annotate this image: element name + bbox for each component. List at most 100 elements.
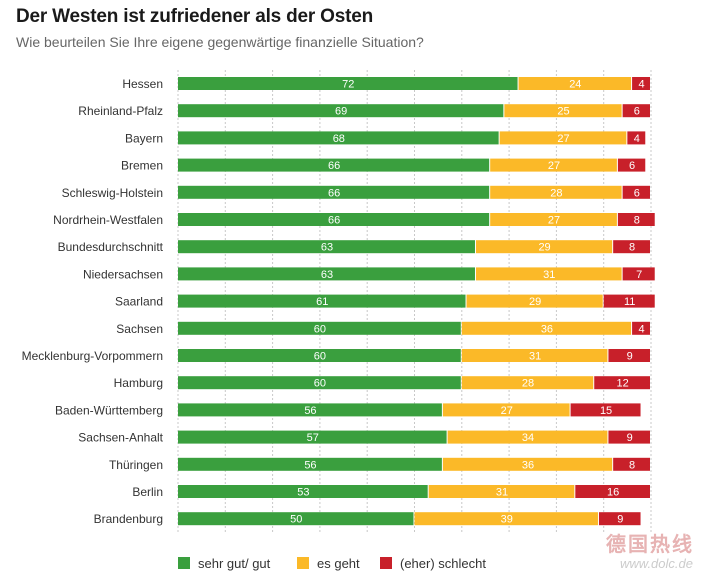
data-label-ok: 28 xyxy=(550,187,562,199)
bar-segment-ok xyxy=(499,131,627,145)
legend-label-ok: es geht xyxy=(317,556,360,571)
bar-segment-ok xyxy=(504,104,622,118)
category-label: Schleswig-Holstein xyxy=(62,186,163,200)
bar-segment-ok xyxy=(447,430,608,444)
data-label-bad: 15 xyxy=(600,405,612,417)
watermark-url: www.dolc.de xyxy=(620,556,693,571)
bar-segment-bad xyxy=(617,213,655,226)
data-label-good: 53 xyxy=(297,487,309,499)
data-label-good: 66 xyxy=(328,187,340,199)
bar-segment-bad xyxy=(632,77,650,90)
data-label-ok: 28 xyxy=(522,378,534,390)
data-label-ok: 25 xyxy=(557,106,569,118)
bar-segment-ok xyxy=(461,321,632,335)
data-label-ok: 31 xyxy=(496,487,508,499)
data-label-good: 60 xyxy=(314,323,326,335)
data-label-bad: 6 xyxy=(634,106,640,118)
data-label-ok: 39 xyxy=(501,514,513,526)
bar-segment-good xyxy=(178,104,504,118)
data-label-ok: 34 xyxy=(522,432,534,444)
data-label-good: 50 xyxy=(290,514,302,526)
category-label: Hamburg xyxy=(114,376,163,390)
data-label-bad: 8 xyxy=(634,215,640,227)
data-label-ok: 27 xyxy=(548,215,560,227)
data-label-good: 56 xyxy=(304,405,316,417)
category-label: Bundesdurchschnitt xyxy=(58,240,164,254)
bar-segment-ok xyxy=(475,240,613,254)
category-label: Sachsen xyxy=(116,322,163,336)
bar-segment-good xyxy=(178,131,499,145)
bar-segment-ok xyxy=(442,457,613,471)
bar-segment-good xyxy=(178,430,447,444)
bar-segment-ok xyxy=(461,376,594,390)
bar-segment-ok xyxy=(466,294,603,308)
data-label-ok: 29 xyxy=(538,242,550,254)
bars: 72 24 469 25 668 27 466 27 666 28 666 27 863 29 863 31 7… xyxy=(178,77,655,526)
gridlines xyxy=(177,70,652,534)
bar-segment-good xyxy=(178,512,414,526)
bar-segment-good xyxy=(178,403,442,417)
chart-title: Der Westen ist zufriedener als der Osten xyxy=(16,6,373,27)
category-label: Berlin xyxy=(132,485,163,499)
data-label-good: 63 xyxy=(321,269,333,281)
bar-segment-ok xyxy=(442,403,570,417)
bar-segment-good xyxy=(178,213,490,226)
bar-segment-ok xyxy=(428,485,575,498)
bar-segment-bad xyxy=(622,104,650,118)
bar-segment-bad xyxy=(627,131,646,145)
bar-segment-bad xyxy=(594,376,650,390)
bar-segment-ok xyxy=(490,213,617,226)
category-label: Bremen xyxy=(121,159,163,173)
data-label-good: 68 xyxy=(333,133,345,145)
data-label-bad: 7 xyxy=(636,269,642,281)
category-label: Brandenburg xyxy=(94,512,163,526)
data-label-bad: 16 xyxy=(607,487,619,499)
data-label-ok: 27 xyxy=(548,160,560,172)
bar-segment-bad xyxy=(632,321,650,335)
category-label: Nordrhein-Westfalen xyxy=(53,213,163,227)
legend-item-ok: es geht xyxy=(297,556,360,571)
data-label-bad: 11 xyxy=(624,296,635,308)
data-label-bad: 9 xyxy=(627,432,633,444)
data-label-bad: 8 xyxy=(629,242,635,254)
category-label: Niedersachsen xyxy=(83,267,163,281)
data-label-bad: 9 xyxy=(627,351,633,363)
data-label-ok: 31 xyxy=(529,351,541,363)
legend-label-good: sehr gut/ gut xyxy=(198,556,271,571)
bar-segment-good xyxy=(178,240,475,254)
data-label-ok: 31 xyxy=(543,269,555,281)
data-label-bad: 9 xyxy=(617,514,623,526)
data-label-ok: 29 xyxy=(529,296,541,308)
bar-segment-bad xyxy=(598,512,641,526)
bar-segment-bad xyxy=(608,349,650,362)
category-label: Mecklenburg-Vorpommern xyxy=(22,349,163,363)
category-label: Thüringen xyxy=(109,458,163,472)
bar-segment-ok xyxy=(475,267,622,281)
chart-subtitle: Wie beurteilen Sie Ihre eigene gegenwärt… xyxy=(16,34,424,50)
data-label-good: 66 xyxy=(328,215,340,227)
legend-swatch-bad xyxy=(380,557,392,569)
bar-segment-good xyxy=(178,77,518,90)
bar-segment-good xyxy=(178,485,428,498)
bar-segment-bad xyxy=(617,158,646,172)
data-label-good: 69 xyxy=(335,106,347,118)
bar-segment-bad xyxy=(603,294,655,308)
data-label-ok: 36 xyxy=(522,459,534,471)
category-label: Bayern xyxy=(125,131,163,145)
category-labels: Hessen Rheinland-Pfalz Bayern Bremen Schlesw… xyxy=(22,77,164,526)
bar-segment-good xyxy=(178,321,461,335)
bar-segment-ok xyxy=(490,158,617,172)
data-label-ok: 24 xyxy=(569,79,581,91)
data-label-bad: 6 xyxy=(634,187,640,199)
data-label-ok: 36 xyxy=(541,323,553,335)
data-label-ok: 27 xyxy=(501,405,513,417)
data-label-bad: 4 xyxy=(638,323,644,335)
data-label-bad: 8 xyxy=(629,459,635,471)
bar-segment-good xyxy=(178,267,475,281)
legend-item-bad: (eher) schlecht xyxy=(380,556,486,571)
category-label: Sachsen-Anhalt xyxy=(78,431,163,445)
bar-segment-good xyxy=(178,294,466,308)
bar-segment-ok xyxy=(518,77,632,90)
category-label: Saarland xyxy=(115,295,163,309)
